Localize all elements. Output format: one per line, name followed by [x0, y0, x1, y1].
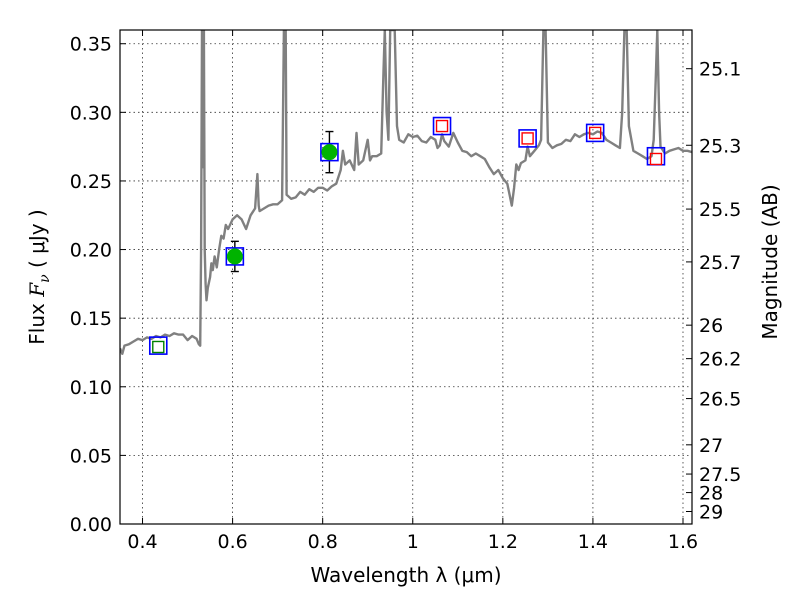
x-tick-label: 1.4	[578, 531, 608, 553]
y-tick-label: 0.10	[70, 377, 112, 399]
right-tick-label: 25.3	[699, 135, 741, 157]
y-axis-label-unit: ( μJy )	[25, 209, 49, 274]
y-tick-label: 0.35	[70, 34, 112, 56]
y-tick-label: 0.25	[70, 171, 112, 193]
observed-square-red	[435, 119, 449, 133]
y-axis-label: Flux Fν ( μJy )	[25, 209, 53, 344]
observed-square-red	[521, 132, 534, 145]
x-tick-label: 0.8	[308, 531, 338, 553]
y-tick-label: 0.05	[70, 445, 112, 467]
photometry-markers	[148, 116, 666, 355]
detection-point	[321, 144, 338, 161]
model-photometry-box	[518, 129, 537, 148]
right-tick-label: 27	[699, 435, 723, 457]
model-photometry-box	[585, 123, 605, 143]
x-tick-label: 0.4	[127, 531, 157, 553]
model-photometry-box	[320, 142, 339, 162]
x-tick-label: 1.2	[488, 531, 518, 553]
right-axis-label: Magnitude (AB)	[758, 184, 782, 339]
x-tick-label: 1.6	[668, 531, 698, 553]
model-photometry-box	[432, 116, 452, 136]
right-tick-label: 26	[699, 315, 723, 337]
tick-labels: 0.4 0.6 0.8 1 1.2 1.4 1.6 0.00 0.05 0.10 0.15 0.20 0…	[70, 34, 742, 553]
y-axis-label-prefix: Flux	[25, 297, 49, 345]
y-axis-label-symbol: F	[25, 282, 49, 298]
model-photometry-box	[148, 336, 168, 355]
y-tick-label: 0.30	[70, 102, 112, 124]
y-tick-label: 0.15	[70, 308, 112, 330]
model-photometry-box	[225, 247, 245, 266]
right-tick-label: 25.5	[699, 199, 741, 221]
detection-point	[226, 248, 243, 265]
model-sed-layer	[120, 30, 692, 355]
x-axis-label: Wavelength λ (μm)	[310, 563, 501, 587]
x-tick-label: 1	[407, 531, 419, 553]
y-axis-label-subscript: ν	[37, 274, 53, 283]
axis-ticks	[120, 30, 692, 525]
observed-square-red	[649, 152, 663, 166]
right-tick-label: 26.5	[699, 389, 741, 411]
observed-square-green	[152, 340, 165, 354]
right-tick-label: 27.5	[699, 464, 741, 486]
right-tick-label: 25.1	[699, 59, 741, 81]
plot-frame	[119, 29, 693, 525]
observed-square-red	[588, 126, 602, 140]
right-tick-label: 26.2	[699, 349, 741, 371]
right-tick-label: 25.7	[699, 252, 741, 274]
right-tick-label: 28	[699, 483, 723, 505]
y-tick-label: 0.20	[70, 240, 112, 262]
x-tick-label: 0.6	[217, 531, 247, 553]
model-sed-line	[120, 30, 692, 355]
y-tick-label: 0.00	[70, 514, 112, 536]
right-tick-label: 29	[699, 502, 723, 524]
